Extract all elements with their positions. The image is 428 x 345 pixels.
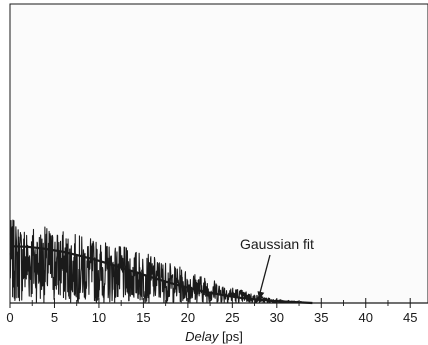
- x-tick-label: 35: [314, 310, 328, 325]
- x-tick-label: 15: [136, 310, 150, 325]
- x-axis: 0 5 10 15 20 25 30 35 40 45: [6, 298, 428, 325]
- x-tick-label: 5: [51, 310, 58, 325]
- x-tick-label: 30: [270, 310, 284, 325]
- x-axis-label: Delay [ps]: [185, 329, 243, 344]
- x-tick-label: 40: [359, 310, 373, 325]
- gaussian-fit-series: [9, 245, 313, 305]
- x-tick-label: 25: [225, 310, 239, 325]
- x-axis-label-name: Delay: [185, 329, 220, 344]
- annotation-arrow-line: [259, 254, 271, 293]
- x-tick-label: 20: [181, 310, 195, 325]
- x-tick-label: 45: [403, 310, 417, 325]
- annotation-arrowhead: [257, 291, 265, 300]
- gaussian-fit-line: [9, 245, 313, 305]
- annotation-group: Gaussian fit: [240, 236, 314, 300]
- annotation-label: Gaussian fit: [240, 236, 314, 252]
- plot-frame: [9, 3, 428, 304]
- x-tick-label: 0: [6, 310, 13, 325]
- x-axis-label-unit: [ps]: [218, 329, 243, 344]
- x-tick-label: 10: [92, 310, 106, 325]
